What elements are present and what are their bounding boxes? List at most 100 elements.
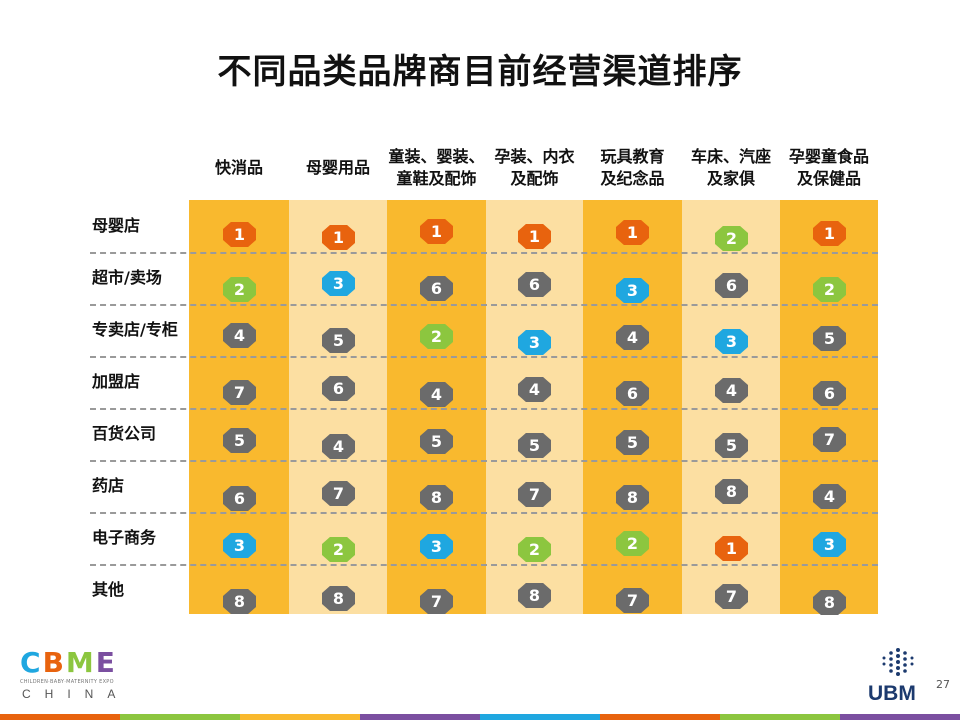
rank-badge: 5 <box>715 433 748 458</box>
column-header-line: 童装、婴装、 <box>388 147 485 166</box>
column-header-line: 母婴用品 <box>305 158 370 177</box>
rank-badge: 6 <box>223 486 256 511</box>
rank-badge: 2 <box>715 226 748 251</box>
rank-badge: 5 <box>518 433 551 458</box>
rank-badge: 3 <box>715 329 748 354</box>
rank-badge: 3 <box>420 534 453 559</box>
cbme-tagline: CHILDREN·BABY·MATERNITY EXPO <box>20 679 114 685</box>
rank-badge: 4 <box>616 325 649 350</box>
row-label: 母婴店 <box>92 216 141 235</box>
strip-segment <box>240 714 360 720</box>
row-label: 超市/卖场 <box>92 268 162 287</box>
column-header-line: 童鞋及配饰 <box>396 169 477 188</box>
column-header: 快消品 <box>189 146 289 207</box>
rank-badge: 4 <box>813 484 846 509</box>
row-divider <box>90 304 878 306</box>
cbme-letter: B <box>42 646 64 679</box>
rank-badge: 5 <box>322 328 355 353</box>
bottom-color-strip <box>0 714 960 720</box>
row-label: 其他 <box>92 580 125 599</box>
rank-badge: 5 <box>420 429 453 454</box>
column-header: 车床、汽座 及家俱 <box>682 146 780 196</box>
column-header: 孕装、内衣 及配饰 <box>486 146 583 196</box>
row-divider <box>90 408 878 410</box>
rank-badge: 4 <box>322 434 355 459</box>
rank-badge: 8 <box>223 589 256 614</box>
row-label: 专卖店/专柜 <box>92 320 178 339</box>
column-header: 玩具教育 及纪念品 <box>583 146 682 196</box>
rank-badge: 4 <box>715 378 748 403</box>
strip-segment <box>120 714 240 720</box>
cbme-letter: C <box>20 646 41 679</box>
rank-badge: 6 <box>813 381 846 406</box>
rank-badge: 3 <box>223 533 256 558</box>
rank-badge: 6 <box>322 376 355 401</box>
column-header: 童装、婴装、 童鞋及配饰 <box>387 146 486 196</box>
rank-badge: 8 <box>813 590 846 615</box>
rank-badge: 4 <box>223 323 256 348</box>
rank-badge: 6 <box>420 276 453 301</box>
rank-badge: 1 <box>715 536 748 561</box>
rank-badge: 3 <box>322 271 355 296</box>
rank-badge: 2 <box>223 277 256 302</box>
row-divider <box>90 356 878 358</box>
column-header-line: 车床、汽座 <box>690 147 771 166</box>
rank-badge: 2 <box>322 537 355 562</box>
row-label: 电子商务 <box>92 528 157 547</box>
rank-badge: 7 <box>518 482 551 507</box>
rank-badge: 3 <box>616 278 649 303</box>
strip-segment <box>480 714 600 720</box>
row-divider <box>90 564 878 566</box>
rank-badge: 8 <box>616 485 649 510</box>
cbme-china: CHINA <box>22 687 130 701</box>
rank-badge: 2 <box>420 324 453 349</box>
rank-badge: 5 <box>223 428 256 453</box>
column-header-line: 及家俱 <box>706 169 755 188</box>
rank-badge: 1 <box>813 221 846 246</box>
column-header-line: 及纪念品 <box>600 169 665 188</box>
column-header-line: 快消品 <box>214 158 263 177</box>
row-label: 药店 <box>92 476 125 495</box>
rank-badge: 7 <box>223 380 256 405</box>
strip-segment <box>600 714 720 720</box>
rank-badge: 1 <box>223 222 256 247</box>
column-header-line: 玩具教育 <box>600 147 665 166</box>
cbme-letter: E <box>95 646 115 679</box>
rank-badge: 8 <box>420 485 453 510</box>
rank-badge: 5 <box>616 430 649 455</box>
strip-segment <box>840 714 960 720</box>
ubm-globe-icon <box>882 648 914 676</box>
rank-badge: 7 <box>715 584 748 609</box>
rank-badge: 1 <box>420 219 453 244</box>
page-number: 27 <box>936 678 950 691</box>
rank-badge: 2 <box>813 277 846 302</box>
rank-badge: 3 <box>813 532 846 557</box>
rank-badge: 3 <box>518 330 551 355</box>
rank-badge: 7 <box>322 481 355 506</box>
rank-badge: 6 <box>715 273 748 298</box>
rank-badge: 7 <box>420 589 453 614</box>
rank-badge: 5 <box>813 326 846 351</box>
rank-badge: 4 <box>420 382 453 407</box>
rank-badge: 1 <box>616 220 649 245</box>
rank-badge: 7 <box>616 588 649 613</box>
rank-badge: 4 <box>518 377 551 402</box>
column-header-line: 及保健品 <box>796 169 861 188</box>
page-title: 不同品类品牌商目前经营渠道排序 <box>217 52 743 92</box>
rank-badge: 2 <box>518 537 551 562</box>
ubm-text: UBM <box>868 682 916 705</box>
rank-badge: 7 <box>813 427 846 452</box>
rank-badge: 6 <box>616 381 649 406</box>
row-label: 百货公司 <box>92 424 157 443</box>
row-divider <box>90 460 878 462</box>
rank-badge: 1 <box>518 224 551 249</box>
cbme-letter: M <box>65 646 94 679</box>
column-header-line: 孕装、内衣 <box>494 147 575 166</box>
strip-segment <box>720 714 840 720</box>
column-header-line: 孕婴童食品 <box>788 147 869 166</box>
column-header-line: 及配饰 <box>510 169 559 188</box>
column-header: 孕婴童食品 及保健品 <box>780 146 878 196</box>
strip-segment <box>360 714 480 720</box>
